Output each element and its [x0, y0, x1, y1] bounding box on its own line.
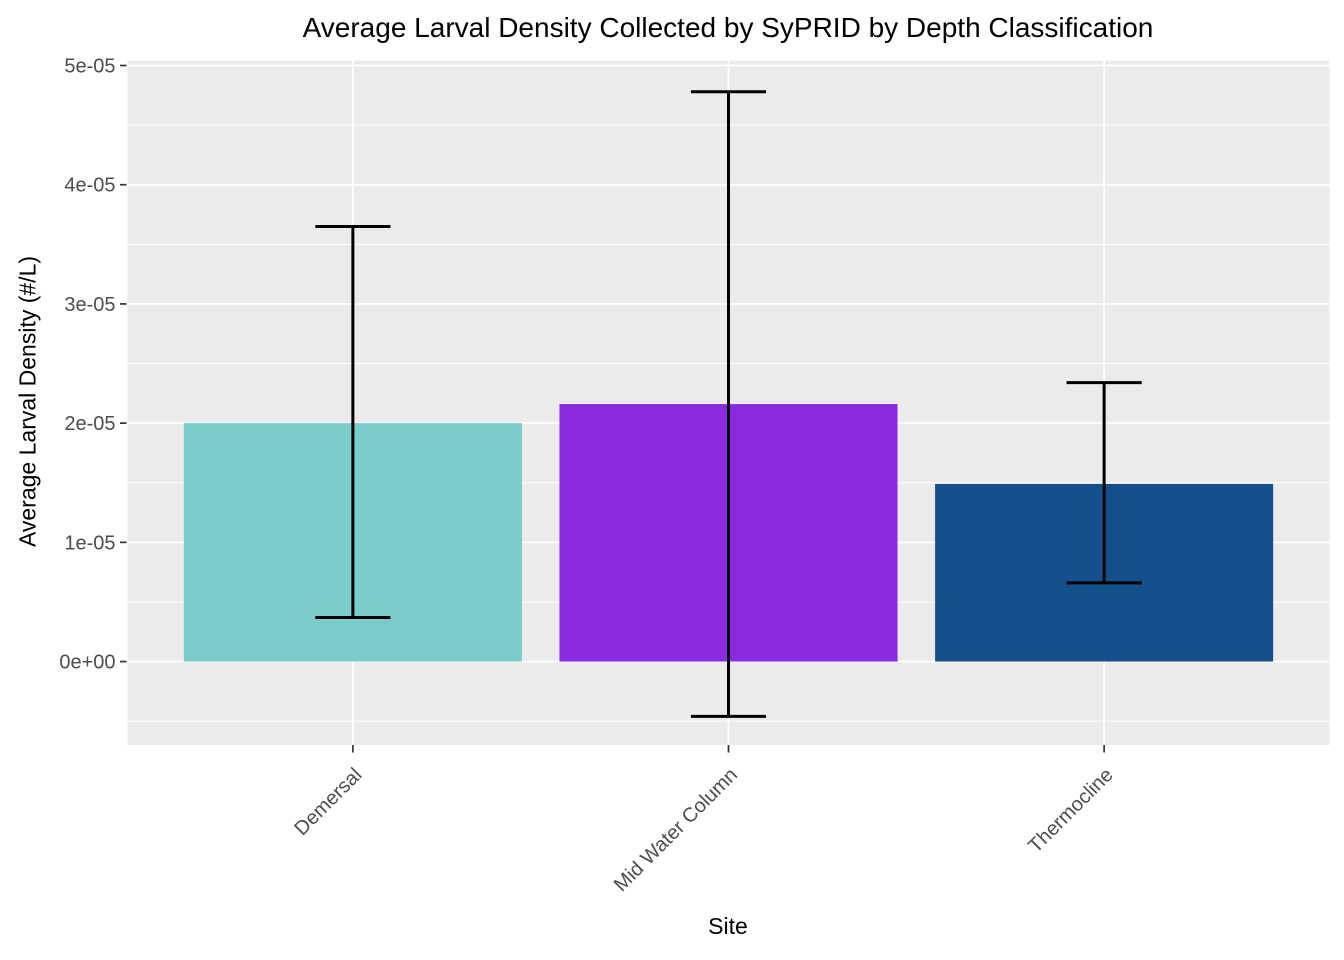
x-axis-title: Site	[708, 913, 748, 939]
y-tick-label: 5e-05	[64, 56, 115, 78]
y-tick-label: 1e-05	[64, 532, 115, 554]
y-axis-title: Average Larval Density (#/L)	[14, 255, 41, 548]
y-tick-label: 3e-05	[64, 294, 115, 316]
x-tick-label-mid-water-column: Mid Water Column	[610, 764, 742, 896]
y-tick-label: 0e+00	[59, 652, 115, 674]
x-tick-label-thermocline: Thermocline	[1024, 764, 1117, 857]
y-tick-label: 4e-05	[64, 175, 115, 197]
x-tick-label-demersal: Demersal	[290, 764, 366, 840]
y-tick-label: 2e-05	[64, 413, 115, 435]
chart-title: Average Larval Density Collected by SyPR…	[302, 12, 1154, 43]
